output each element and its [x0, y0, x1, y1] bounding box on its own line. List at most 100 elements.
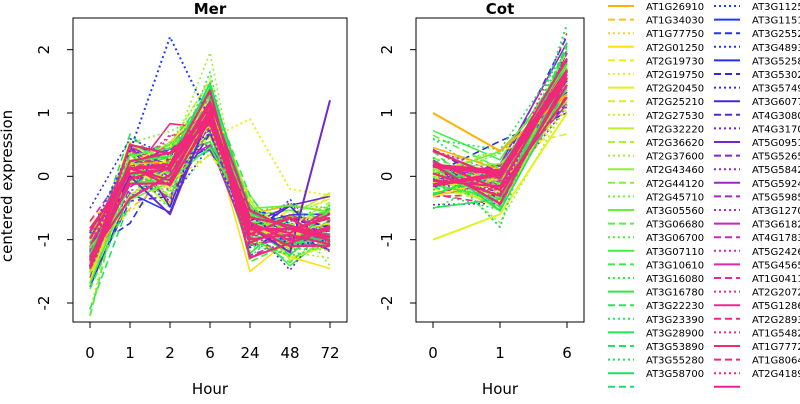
- legend-label: AT3G16080: [646, 274, 704, 285]
- legend-label: AT5G5924: [752, 179, 800, 190]
- x-tick-label: 72: [320, 344, 339, 362]
- series-line: [432, 32, 568, 193]
- legend-label: AT3G1151: [752, 16, 800, 27]
- y-axis-label: centered expression: [0, 110, 16, 262]
- legend-label: AT3G16780: [646, 288, 704, 299]
- legend-label: AT3G22230: [646, 301, 704, 312]
- x-tick-label: 24: [240, 344, 259, 362]
- series-line: [432, 105, 568, 195]
- legend-label: AT3G5258: [752, 56, 800, 67]
- x-tick-label: 0: [428, 344, 438, 362]
- legend-label: AT3G1270: [752, 206, 800, 217]
- legend-label: AT2G27530: [646, 111, 704, 122]
- series-line: [89, 119, 331, 258]
- plot-frame: [72, 17, 348, 323]
- y-tick-label: -2: [35, 296, 53, 311]
- legend-label: AT5G2426: [752, 247, 800, 258]
- series-line-at3g11250: [89, 36, 331, 247]
- series-line: [88, 108, 331, 267]
- legend-label: AT2G4189: [752, 369, 800, 380]
- x-tick-label: 1: [495, 344, 505, 362]
- legend-label: AT5G4565: [752, 260, 800, 271]
- legend-label: AT1G8064: [752, 356, 800, 367]
- legend-label: AT3G5749: [752, 84, 800, 95]
- y-tick-label: 2: [378, 45, 396, 55]
- x-axis-label: Hour: [192, 380, 229, 398]
- chart-title: Cot: [486, 0, 514, 18]
- series-line: [88, 114, 331, 262]
- legend-label: AT2G20450: [646, 84, 704, 95]
- legend-label: AT5G5985: [752, 192, 800, 203]
- legend-label: AT2G37600: [646, 152, 704, 163]
- series-line: [432, 86, 568, 178]
- y-tick-label: 1: [35, 108, 53, 118]
- x-tick-label: 1: [125, 344, 135, 362]
- legend-label: AT2G19730: [646, 56, 704, 67]
- legend-label: AT5G0951: [752, 138, 800, 149]
- y-tick-label: -1: [35, 232, 53, 247]
- legend-label: AT3G6182: [752, 220, 800, 231]
- series-line: [88, 100, 331, 268]
- y-tick-label: 2: [35, 45, 53, 55]
- legend-label: AT3G53890: [646, 342, 704, 353]
- legend-label: AT2G32220: [646, 124, 704, 135]
- series-line: [89, 103, 331, 259]
- legend-label: AT5G1286: [752, 301, 800, 312]
- legend-label: AT2G2893: [752, 315, 800, 326]
- legend-label: AT2G25210: [646, 97, 704, 108]
- legend-label: AT3G58700: [646, 369, 704, 380]
- y-tick-label: 0: [378, 172, 396, 182]
- x-axis-label: Hour: [482, 380, 519, 398]
- legend-label: AT2G36620: [646, 138, 704, 149]
- legend-label: AT3G05560: [646, 206, 704, 217]
- chart-title: Mer: [194, 0, 227, 18]
- legend-label: AT3G06700: [646, 233, 704, 244]
- legend-label: AT3G4893: [752, 43, 800, 54]
- x-tick-label: 0: [85, 344, 95, 362]
- legend-label: AT5G5842: [752, 165, 800, 176]
- legend-label: AT3G07110: [646, 247, 704, 258]
- series-line: [89, 132, 331, 238]
- panel-cot: Cot Hour 0 1 6 -2 -1 0 1 2: [378, 0, 585, 398]
- legend-label: AT3G1125: [752, 2, 800, 13]
- legend-label: AT2G19750: [646, 70, 704, 81]
- series-line: [432, 73, 568, 209]
- legend-label: AT3G23390: [646, 315, 704, 326]
- series-line: [89, 142, 331, 276]
- legend-label: AT2G45710: [646, 192, 704, 203]
- y-tick-label: -1: [378, 232, 396, 247]
- series-line: [89, 96, 331, 259]
- panel-mer: Mer Hour 0 1 2 6 24 48 72 -2 -1 0 1 2: [35, 0, 348, 398]
- series-line: [432, 96, 568, 191]
- legend-label: AT1G7772: [752, 342, 800, 353]
- series-line: [89, 112, 331, 257]
- x-tick-label: 2: [165, 344, 175, 362]
- series-line: [89, 71, 331, 269]
- legend: AT1G26910 AT1G34030 AT1G77750 AT2G01250 AT2G…: [608, 2, 800, 388]
- series-line-at1g26910: [432, 93, 568, 152]
- legend-label: AT3G2552: [752, 29, 800, 40]
- series-group: [88, 36, 331, 316]
- legend-label: AT4G3170: [752, 124, 800, 135]
- legend-label: AT2G44120: [646, 179, 704, 190]
- y-tick-label: 1: [378, 108, 396, 118]
- series-line-at2g20450: [432, 112, 568, 241]
- legend-label: AT4G1783: [752, 233, 800, 244]
- legend-label: AT3G28900: [646, 328, 704, 339]
- series-group: [432, 23, 568, 241]
- x-tick-label: 6: [205, 344, 215, 362]
- legend-label: AT1G5482: [752, 328, 800, 339]
- series-line: [432, 77, 568, 205]
- series-line: [432, 70, 568, 180]
- series-line-at3g55280: [432, 23, 568, 228]
- y-tick-label: 0: [35, 172, 53, 182]
- y-tick-label: -2: [378, 296, 396, 311]
- legend-label: AT1G0411: [752, 274, 800, 285]
- legend-label: AT3G06680: [646, 220, 704, 231]
- legend-label: AT1G26910: [646, 2, 704, 13]
- x-tick-label: 48: [280, 344, 299, 362]
- legend-label: AT3G10610: [646, 260, 704, 271]
- legend-label: AT1G34030: [646, 16, 704, 27]
